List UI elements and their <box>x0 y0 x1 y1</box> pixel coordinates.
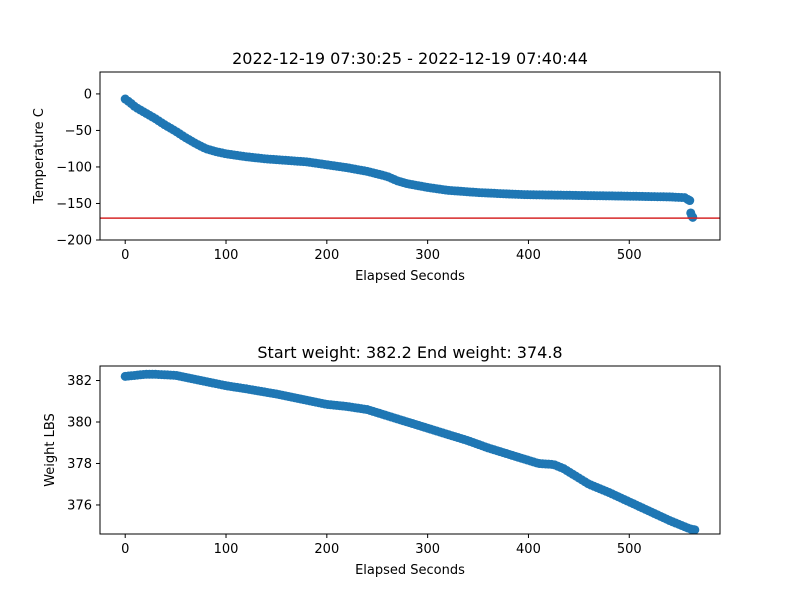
temperature-axes-frame <box>99 71 721 241</box>
temperature-x-tick-label: 400 <box>516 248 541 263</box>
temperature-y-tick-label: −100 <box>56 160 92 175</box>
weight-axes-frame <box>99 365 721 535</box>
temperature-x-tick-label: 500 <box>617 248 642 263</box>
weight-x-tick-label: 100 <box>214 542 239 557</box>
weight-ticks: 0 100 200 300 400 500 376 378 380 382 <box>67 374 642 557</box>
temperature-y-tick-label: 0 <box>84 87 92 102</box>
temperature-x-tick-label: 100 <box>214 248 239 263</box>
weight-y-axis-label: Weight LBS <box>43 413 58 487</box>
temperature-panel: 2022-12-19 07:30:25 - 2022-12-19 07:40:4… <box>32 49 721 284</box>
temperature-y-axis-label: Temperature C <box>32 108 47 205</box>
temperature-data-point <box>685 196 695 206</box>
weight-x-axis-label: Elapsed Seconds <box>355 563 465 578</box>
weight-x-tick-label: 500 <box>617 542 642 557</box>
weight-y-tick-label: 382 <box>67 374 92 389</box>
temperature-marks <box>100 94 720 222</box>
weight-x-tick-label: 400 <box>516 542 541 557</box>
temperature-y-tick-label: −200 <box>56 234 92 249</box>
weight-x-tick-label: 300 <box>415 542 440 557</box>
weight-y-tick-label: 376 <box>67 498 92 513</box>
weight-x-tick-label: 0 <box>121 542 129 557</box>
temperature-ticks: 0 100 200 300 400 500 0 −50 −100 −150 −200 <box>56 87 641 263</box>
weight-x-tick-label: 200 <box>314 542 339 557</box>
temperature-chart-title: 2022-12-19 07:30:25 - 2022-12-19 07:40:4… <box>232 49 588 68</box>
temperature-y-tick-label: −50 <box>65 124 92 139</box>
weight-panel: Start weight: 382.2 End weight: 374.8 0 1… <box>43 343 721 578</box>
weight-marks <box>120 369 700 535</box>
weight-y-tick-label: 378 <box>67 457 92 472</box>
weight-chart-title: Start weight: 382.2 End weight: 374.8 <box>257 343 562 362</box>
temperature-x-tick-label: 200 <box>314 248 339 263</box>
temperature-x-tick-label: 0 <box>121 248 129 263</box>
weight-data-point <box>690 525 700 535</box>
weight-y-tick-label: 380 <box>67 416 92 431</box>
temperature-y-tick-label: −150 <box>56 197 92 212</box>
temperature-x-tick-label: 300 <box>415 248 440 263</box>
temperature-x-axis-label: Elapsed Seconds <box>355 269 465 284</box>
